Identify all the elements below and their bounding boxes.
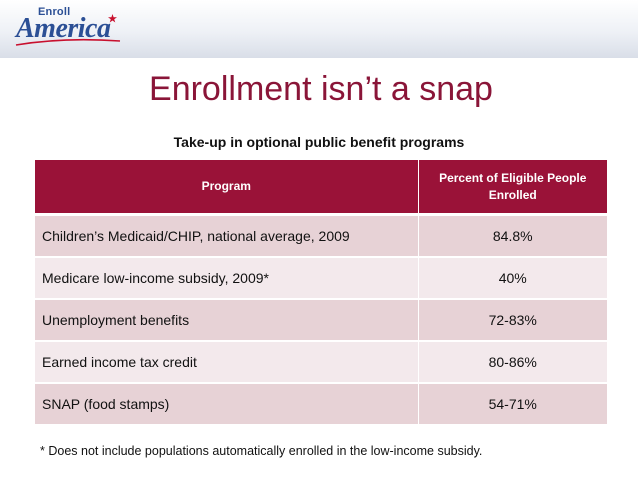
column-header-program: Program <box>35 160 419 216</box>
program-cell: SNAP (food stamps) <box>35 383 419 426</box>
table-subtitle: Take-up in optional public benefit progr… <box>173 134 465 150</box>
swoosh-icon <box>15 38 121 46</box>
percent-cell: 54-71% <box>418 383 607 426</box>
column-header-percent: Percent of Eligible People Enrolled <box>418 160 607 216</box>
table-header-row: Program Percent of Eligible People Enrol… <box>35 160 607 216</box>
table-row: Unemployment benefits 72-83% <box>35 299 607 342</box>
table-row: SNAP (food stamps) 54-71% <box>35 383 607 426</box>
star-icon <box>108 14 117 23</box>
enroll-america-logo: Enroll America <box>8 6 128 50</box>
program-cell: Medicare low-income subsidy, 2009* <box>35 257 419 300</box>
enrollment-table: Program Percent of Eligible People Enrol… <box>35 160 607 426</box>
logo-small-text: Enroll <box>38 6 71 18</box>
percent-cell: 72-83% <box>418 299 607 342</box>
program-cell: Earned income tax credit <box>35 341 419 384</box>
percent-cell: 84.8% <box>418 214 607 258</box>
footnote: * Does not include populations automatic… <box>40 444 483 458</box>
logo-big-text: America <box>16 13 111 44</box>
table-row: Earned income tax credit 80-86% <box>35 341 607 384</box>
program-cell: Children’s Medicaid/CHIP, national avera… <box>35 214 419 258</box>
header-bar: Enroll America <box>0 0 638 58</box>
table-row: Children’s Medicaid/CHIP, national avera… <box>35 214 607 258</box>
program-cell: Unemployment benefits <box>35 299 419 342</box>
table-row: Medicare low-income subsidy, 2009* 40% <box>35 257 607 300</box>
percent-cell: 80-86% <box>418 341 607 384</box>
page-title: Enrollment isn’t a snap <box>149 70 493 108</box>
percent-cell: 40% <box>418 257 607 300</box>
